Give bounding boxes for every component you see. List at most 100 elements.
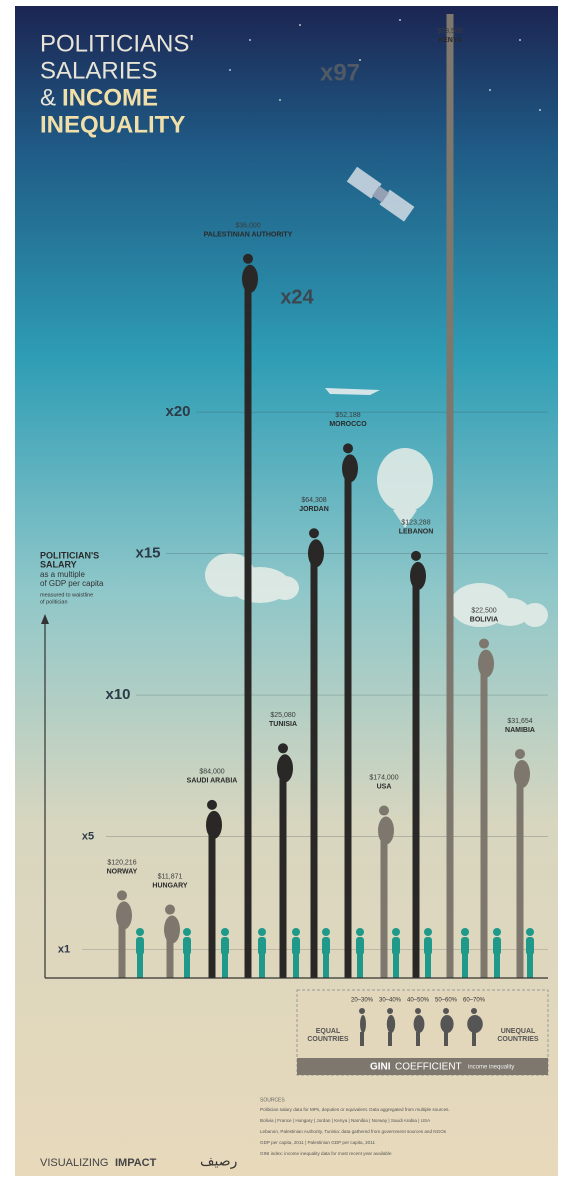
citizen-head bbox=[356, 928, 364, 936]
brand-impact: IMPACT bbox=[115, 1157, 157, 1169]
politician-body bbox=[116, 901, 132, 929]
legend-head bbox=[415, 1008, 421, 1014]
legend-legs bbox=[444, 1032, 448, 1046]
politician-head bbox=[411, 551, 421, 561]
legend-left: EQUAL bbox=[316, 1028, 341, 1035]
legend-title: GINI bbox=[370, 1062, 391, 1073]
citizen-body bbox=[461, 937, 469, 955]
politician-head bbox=[379, 806, 389, 816]
legend-left: COUNTRIES bbox=[307, 1036, 349, 1043]
country-label: TUNISIA bbox=[269, 721, 297, 728]
citizen-head bbox=[526, 928, 534, 936]
citizen-body bbox=[392, 937, 400, 955]
title-line: INEQUALITY bbox=[40, 111, 185, 138]
citizen-body bbox=[136, 937, 144, 955]
country-label: KENYA bbox=[438, 37, 462, 44]
citizen-legs bbox=[137, 954, 143, 978]
politician-pole bbox=[381, 837, 388, 978]
legend-right: UNEQUAL bbox=[501, 1028, 536, 1035]
legend-body bbox=[387, 1015, 395, 1033]
salary-label: $123,288 bbox=[401, 520, 430, 527]
y-tick-label: x10 bbox=[105, 686, 130, 703]
legend-right: COUNTRIES bbox=[497, 1036, 539, 1043]
salary-label: $31,654 bbox=[507, 718, 532, 725]
citizen-body bbox=[356, 937, 364, 955]
y-tick-label: x1 bbox=[58, 944, 70, 956]
politician-body bbox=[308, 539, 324, 567]
legend-body bbox=[467, 1015, 483, 1033]
citizen-head bbox=[258, 928, 266, 936]
legend-head bbox=[443, 1008, 449, 1014]
title-line: SALARIES bbox=[40, 57, 157, 84]
legend-body bbox=[440, 1015, 453, 1033]
title-line: & bbox=[40, 84, 56, 111]
citizen-head bbox=[292, 928, 300, 936]
country-label: LEBANON bbox=[399, 529, 434, 536]
country-label: USA bbox=[377, 783, 392, 790]
salary-label: $25,080 bbox=[270, 712, 295, 719]
politician-pole bbox=[413, 582, 420, 978]
salary-label: $84,000 bbox=[199, 769, 224, 776]
citizen-body bbox=[183, 937, 191, 955]
legend-range: 50–60% bbox=[435, 998, 458, 1004]
citizen-head bbox=[424, 928, 432, 936]
citizen-legs bbox=[425, 954, 431, 978]
politician-pole bbox=[119, 921, 126, 978]
politician-pole bbox=[517, 780, 524, 978]
sources-heading: SOURCES bbox=[260, 1097, 285, 1103]
citizen-legs bbox=[323, 954, 329, 978]
citizen-body bbox=[258, 937, 266, 955]
citizen-head bbox=[136, 928, 144, 936]
country-label: NAMIBIA bbox=[505, 727, 535, 734]
politician-body bbox=[206, 811, 222, 839]
salary-label: $174,000 bbox=[369, 774, 398, 781]
legend-range: 40–50% bbox=[407, 998, 430, 1004]
y-label: SALARY bbox=[40, 559, 77, 569]
salary-label: $22,500 bbox=[471, 607, 496, 614]
y-tick-label: x15 bbox=[135, 545, 160, 562]
title-line: INCOME bbox=[62, 84, 158, 111]
citizen-body bbox=[526, 937, 534, 955]
legend-head bbox=[471, 1008, 477, 1014]
citizen-legs bbox=[184, 954, 190, 978]
legend-head bbox=[387, 1008, 393, 1014]
politician-body bbox=[514, 760, 530, 788]
politician-head bbox=[117, 890, 127, 900]
politician-head bbox=[165, 905, 175, 915]
politician-body bbox=[378, 817, 394, 845]
politician-head bbox=[278, 743, 288, 753]
salary-label: $36,000 bbox=[235, 223, 260, 230]
citizen-legs bbox=[393, 954, 399, 978]
citizen-legs bbox=[293, 954, 299, 978]
citizen-head bbox=[461, 928, 469, 936]
politician-head bbox=[343, 443, 353, 453]
legend-legs bbox=[416, 1032, 420, 1046]
politician-head bbox=[207, 800, 217, 810]
politician-pole bbox=[447, 0, 454, 978]
country-label: NORWAY bbox=[107, 868, 138, 875]
politician-body bbox=[277, 754, 293, 782]
title-line: POLITICIANS' bbox=[40, 30, 194, 57]
salary-label: $52,188 bbox=[335, 412, 360, 419]
politician-pole bbox=[245, 285, 252, 978]
page: {"chart_data": { "type": "bar", "title_l… bbox=[0, 0, 573, 1182]
legend-legs bbox=[360, 1032, 364, 1046]
politician-body bbox=[478, 650, 494, 678]
y-tick-label: x20 bbox=[165, 403, 190, 420]
annotation: x24 bbox=[280, 286, 314, 308]
politician-body bbox=[242, 265, 258, 293]
country-label: MOROCCO bbox=[329, 421, 367, 428]
politician-head bbox=[515, 749, 525, 759]
salary-label: $78,500 bbox=[437, 28, 462, 35]
country-label: BOLIVIA bbox=[470, 616, 498, 623]
citizen-legs bbox=[259, 954, 265, 978]
legend-legs bbox=[472, 1032, 476, 1046]
y-note: of politician bbox=[40, 599, 68, 605]
y-note: measured to waistline bbox=[40, 592, 93, 598]
citizen-legs bbox=[357, 954, 363, 978]
sources-line: GDP per capita, 2011 | Palestinian GDP p… bbox=[260, 1140, 375, 1145]
politician-head bbox=[243, 254, 253, 264]
citizen-body bbox=[322, 937, 330, 955]
brand-visualizing: VISUALIZING bbox=[40, 1157, 108, 1169]
citizen-head bbox=[322, 928, 330, 936]
